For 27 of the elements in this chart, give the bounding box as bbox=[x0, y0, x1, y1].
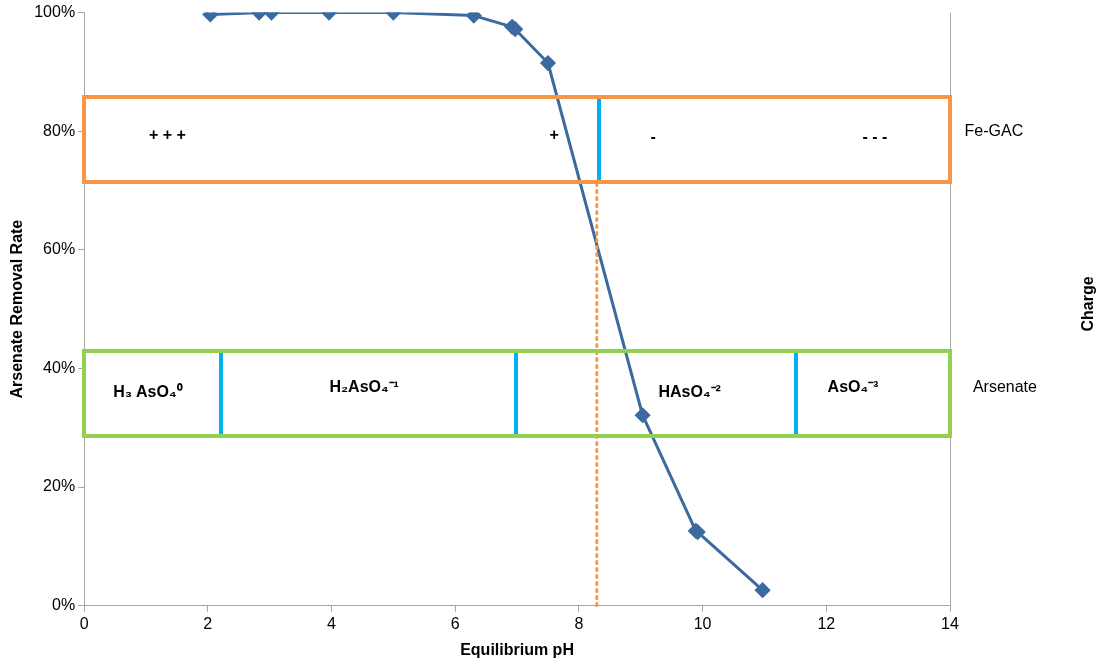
x-tick-label: 14 bbox=[941, 614, 959, 632]
y-tick-label: 80% bbox=[43, 121, 76, 139]
text: Arsenate bbox=[972, 377, 1037, 395]
x-tick-label: 4 bbox=[327, 614, 337, 632]
y-tick-label: 60% bbox=[43, 240, 76, 258]
annotation: + + + bbox=[148, 125, 186, 143]
annotation: + bbox=[549, 125, 559, 143]
annotation: AsO₄⁻³ bbox=[827, 377, 879, 395]
x-tick-label: 6 bbox=[450, 614, 460, 632]
text: Fe-GAC bbox=[964, 122, 1024, 140]
text: Charge bbox=[1078, 276, 1096, 332]
x-tick-label: 10 bbox=[693, 614, 712, 632]
annotation: H₃ AsO₄⁰ bbox=[113, 382, 183, 400]
annotation: HAsO₄⁻² bbox=[658, 382, 721, 400]
x-tick-label: 0 bbox=[79, 614, 89, 632]
x-tick-label: 2 bbox=[203, 614, 213, 632]
x-tick-label: 8 bbox=[574, 614, 584, 632]
y-tick-label: 40% bbox=[43, 358, 76, 376]
y-tick-label: 100% bbox=[34, 3, 76, 21]
annotation: - bbox=[650, 127, 656, 145]
annotation: - - - bbox=[862, 127, 888, 145]
x-axis-title: Equilibrium pH bbox=[460, 640, 574, 658]
annotation: H₂AsO₄⁻¹ bbox=[329, 377, 399, 395]
y-tick-label: 20% bbox=[43, 477, 76, 495]
y-tick-label: 0% bbox=[52, 596, 76, 614]
y-axis-title: Arsenate Removal Rate bbox=[8, 219, 26, 399]
x-tick-label: 12 bbox=[817, 614, 836, 632]
